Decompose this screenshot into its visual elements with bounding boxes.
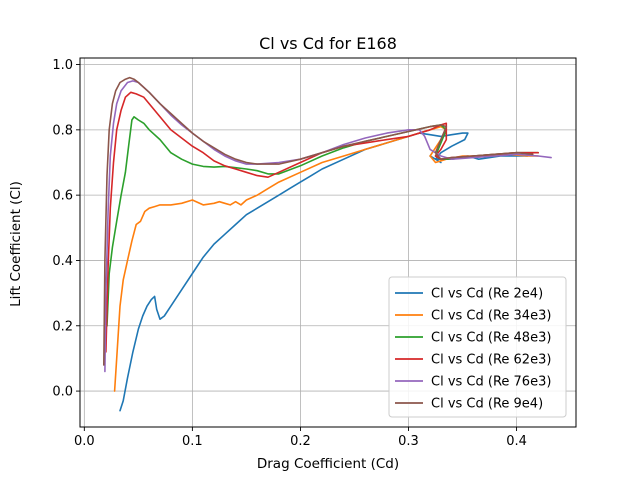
legend-label-4: Cl vs Cd (Re 76e3): [431, 375, 551, 390]
legend-label-2: Cl vs Cd (Re 48e3): [431, 331, 551, 346]
chart-title: Cl vs Cd for E168: [259, 34, 397, 53]
y-tick-label: 0.6: [52, 189, 73, 204]
x-tick-label: 0.2: [290, 434, 311, 449]
series-line-3: [105, 91, 540, 353]
plot-area: 0.0 0.1 0.2 0.3 0.4 0.0 0.2 0.4 0.6 0.8 1.0 Cl vs C…: [52, 57, 577, 449]
legend-label-5: Cl vs Cd (Re 9e4): [431, 397, 543, 412]
x-tick-label: 0.4: [506, 434, 527, 449]
x-tick-label: 0.1: [182, 434, 203, 449]
y-tick-label: 0.8: [52, 123, 73, 138]
y-tick-label: 0.4: [52, 254, 73, 269]
series-line-2: [106, 116, 540, 327]
y-tick-label: 0.2: [52, 319, 73, 334]
y-tick-label: 0.0: [52, 385, 73, 400]
x-tick-label: 0.0: [74, 434, 95, 449]
y-axis-label: Lift Coefficient (Cl): [8, 181, 24, 307]
series-line-5: [103, 76, 534, 366]
series-line-1: [113, 125, 540, 392]
legend-label-1: Cl vs Cd (Re 34e3): [431, 309, 551, 324]
legend-box: [388, 276, 567, 418]
series-line-0: [119, 132, 529, 412]
legend-label-0: Cl vs Cd (Re 2e4): [431, 287, 543, 302]
y-tick-label: 1.0: [52, 58, 73, 73]
x-axis-label: Drag Coefficient (Cd): [257, 456, 399, 472]
legend-label-3: Cl vs Cd (Re 62e3): [431, 353, 551, 368]
axes-frame: [79, 57, 577, 428]
series-line-4: [104, 80, 552, 373]
x-tick-label: 0.3: [398, 434, 419, 449]
